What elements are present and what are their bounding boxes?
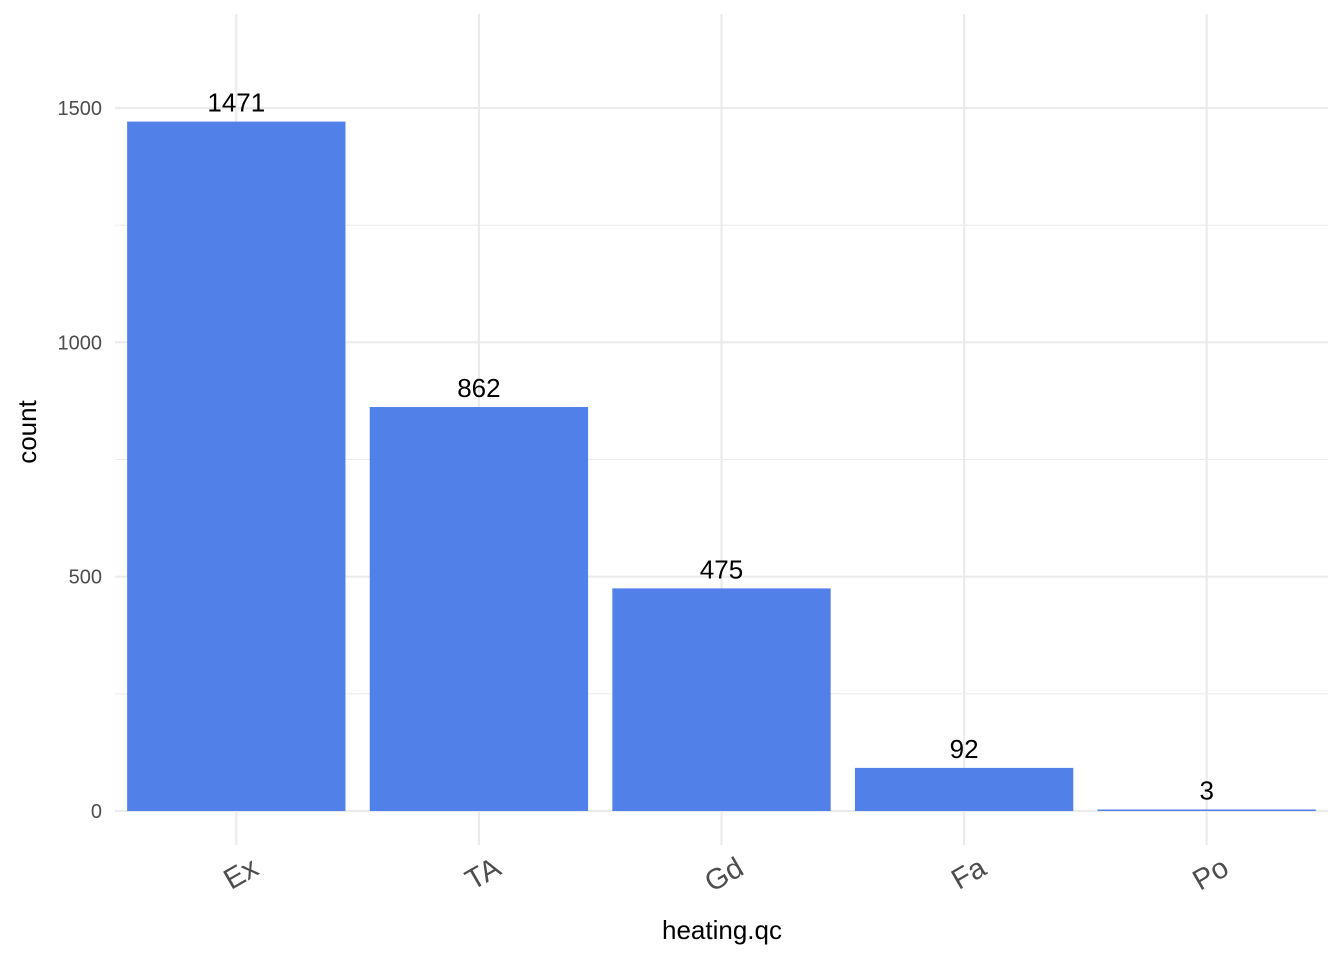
data-label: 475 bbox=[700, 554, 743, 584]
y-tick-label: 0 bbox=[91, 801, 102, 823]
data-label: 1471 bbox=[207, 88, 265, 118]
y-axis-tick-labels: 0 500 1000 1500 bbox=[58, 98, 103, 823]
bar-gd bbox=[612, 588, 831, 811]
bars-group bbox=[127, 121, 1316, 812]
bar-fa bbox=[854, 767, 1074, 811]
data-label: 3 bbox=[1199, 776, 1213, 806]
y-tick-label: 500 bbox=[69, 567, 102, 589]
bar-ex bbox=[127, 121, 346, 812]
data-label: 862 bbox=[457, 373, 500, 403]
y-axis-title: count bbox=[12, 399, 42, 463]
y-tick-label: 1500 bbox=[58, 98, 103, 120]
data-labels-group: 1471 862 475 92 3 bbox=[207, 88, 1214, 806]
y-tick-label: 1000 bbox=[58, 332, 103, 354]
bar-po bbox=[1097, 809, 1316, 811]
data-label: 92 bbox=[950, 734, 979, 764]
bar-ta bbox=[369, 407, 589, 811]
x-axis-title: heating.qc bbox=[662, 915, 782, 945]
